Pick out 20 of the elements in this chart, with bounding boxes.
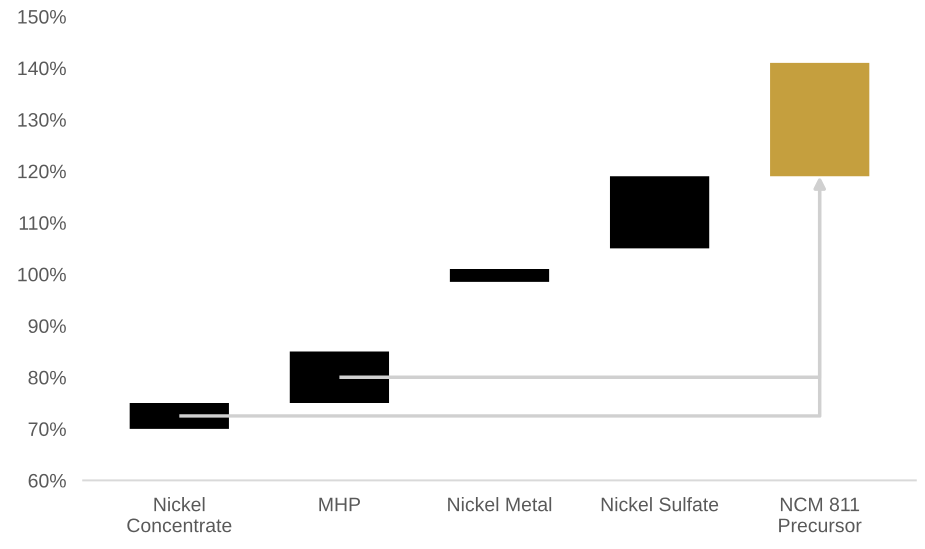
y-tick-label: 70% xyxy=(28,422,66,436)
y-tick-label: 150% xyxy=(18,10,66,24)
bar xyxy=(130,403,229,429)
bar xyxy=(450,269,550,282)
bar xyxy=(770,62,870,176)
y-tick-label: 90% xyxy=(28,319,66,333)
x-tick-label: NCM 811 Precursor xyxy=(779,498,862,532)
y-tick-label: 100% xyxy=(18,268,66,282)
y-tick-label: 80% xyxy=(28,370,66,385)
bar xyxy=(610,176,710,248)
y-tick-label: 120% xyxy=(18,164,66,178)
y-tick-label: 60% xyxy=(28,474,66,488)
x-tick-label: MHP xyxy=(319,498,360,512)
x-tick-label: Nickel Concentrate xyxy=(127,497,232,532)
y-tick-label: 130% xyxy=(18,113,66,127)
bar xyxy=(290,352,390,404)
y-tick-label: 140% xyxy=(18,61,66,76)
x-tick-label: Nickel Metal xyxy=(448,497,552,512)
y-tick-label: 110% xyxy=(20,216,66,230)
x-tick-label: Nickel Sulfate xyxy=(602,497,718,512)
